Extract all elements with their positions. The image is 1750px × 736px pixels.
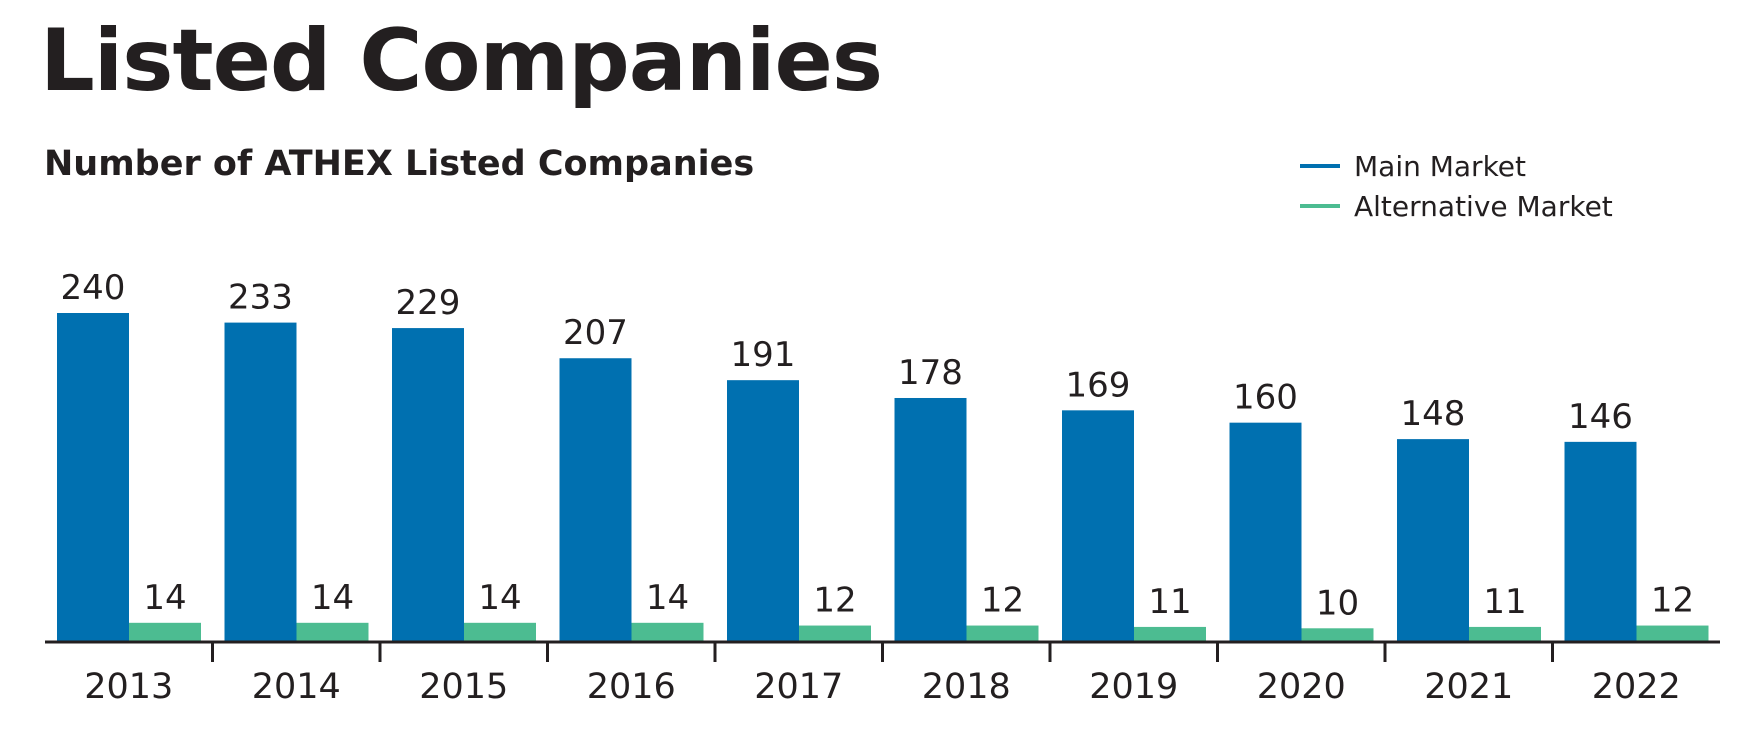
bar-alternative-market-2020: [1301, 628, 1374, 642]
legend-label-main-market: Main Market: [1354, 149, 1526, 183]
data-label-main-market-2013: 240: [61, 268, 126, 308]
bar-main-market-2016: [559, 358, 632, 642]
data-label-main-market-2021: 148: [1401, 394, 1466, 434]
data-label-alternative-market-2016: 14: [646, 578, 689, 618]
bar-alternative-market-2016: [631, 622, 704, 642]
bar-main-market-2019: [1062, 410, 1134, 642]
bar-alternative-market-2014: [296, 622, 369, 642]
data-label-alternative-market-2013: 14: [143, 578, 186, 618]
x-tick-label-2021: 2021: [1424, 667, 1513, 707]
legend-item-alternative-market: Alternative Market: [1300, 186, 1613, 226]
data-label-main-market-2017: 191: [731, 335, 796, 375]
x-tick-label-2019: 2019: [1089, 667, 1178, 707]
bar-main-market-2018: [894, 397, 967, 642]
bar-alternative-market-2013: [129, 622, 201, 642]
data-label-alternative-market-2022: 12: [1651, 581, 1694, 621]
data-label-alternative-market-2021: 11: [1483, 582, 1526, 622]
x-tick-label-2015: 2015: [419, 667, 508, 707]
bar-alternative-market-2019: [1134, 626, 1206, 642]
legend: Main Market Alternative Market: [1300, 146, 1613, 226]
x-tick-label-2018: 2018: [922, 667, 1011, 707]
bar-alternative-market-2017: [799, 625, 871, 642]
bar-main-market-2017: [727, 380, 799, 642]
bar-main-market-2020: [1229, 422, 1302, 642]
chart-title: Listed Companies: [40, 11, 883, 111]
data-label-main-market-2018: 178: [898, 353, 963, 393]
data-label-main-market-2019: 169: [1066, 365, 1131, 405]
bar-main-market-2015: [392, 328, 464, 642]
data-label-alternative-market-2020: 10: [1316, 583, 1359, 623]
x-tick-label-2013: 2013: [84, 667, 173, 707]
bar-main-market-2013: [57, 313, 129, 642]
bar-alternative-market-2015: [464, 622, 536, 642]
data-label-main-market-2020: 160: [1233, 378, 1298, 418]
bar-alternative-market-2022: [1636, 625, 1709, 642]
x-tick-label-2014: 2014: [252, 667, 341, 707]
data-label-alternative-market-2017: 12: [813, 581, 856, 621]
x-tick-label-2016: 2016: [587, 667, 676, 707]
data-label-main-market-2015: 229: [396, 283, 461, 323]
bar-main-market-2021: [1397, 439, 1469, 642]
data-label-alternative-market-2014: 14: [311, 578, 354, 618]
data-label-main-market-2014: 233: [228, 278, 293, 318]
legend-swatch-main-market: [1300, 164, 1340, 168]
data-label-alternative-market-2015: 14: [478, 578, 521, 618]
data-label-main-market-2022: 146: [1568, 397, 1633, 437]
x-tick-label-2022: 2022: [1592, 667, 1681, 707]
bar-alternative-market-2018: [966, 625, 1039, 642]
legend-item-main-market: Main Market: [1300, 146, 1613, 186]
legend-swatch-alternative-market: [1300, 204, 1340, 208]
bar-main-market-2014: [224, 322, 297, 642]
data-label-alternative-market-2018: 12: [981, 581, 1024, 621]
x-tick-label-2020: 2020: [1257, 667, 1346, 707]
data-label-main-market-2016: 207: [563, 313, 628, 353]
bar-main-market-2022: [1564, 441, 1637, 642]
x-tick-label-2017: 2017: [754, 667, 843, 707]
chart-subtitle: Number of ATHEX Listed Companies: [44, 144, 755, 184]
bar-alternative-market-2021: [1469, 626, 1541, 642]
data-label-alternative-market-2019: 11: [1148, 582, 1191, 622]
legend-label-alternative-market: Alternative Market: [1354, 189, 1613, 223]
